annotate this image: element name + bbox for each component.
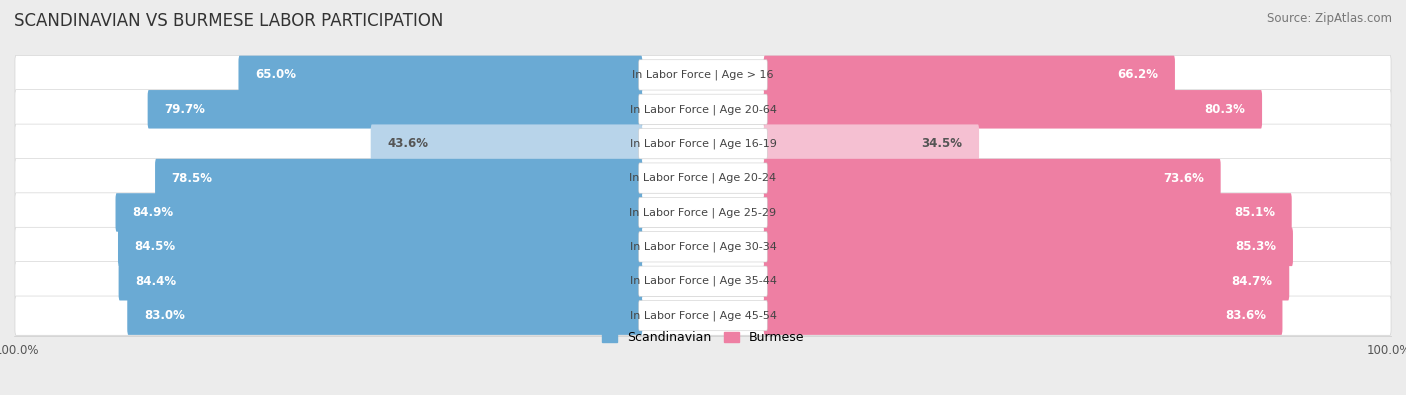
Text: 85.3%: 85.3% xyxy=(1236,240,1277,253)
FancyBboxPatch shape xyxy=(239,56,643,94)
Text: In Labor Force | Age 20-24: In Labor Force | Age 20-24 xyxy=(630,173,776,183)
Text: 34.5%: 34.5% xyxy=(921,137,963,150)
Text: In Labor Force | Age 30-34: In Labor Force | Age 30-34 xyxy=(630,242,776,252)
Text: In Labor Force | Age 16-19: In Labor Force | Age 16-19 xyxy=(630,138,776,149)
FancyBboxPatch shape xyxy=(15,124,1391,163)
FancyBboxPatch shape xyxy=(763,193,1292,232)
FancyBboxPatch shape xyxy=(371,124,643,163)
Legend: Scandinavian, Burmese: Scandinavian, Burmese xyxy=(598,327,808,348)
Text: 85.1%: 85.1% xyxy=(1234,206,1275,219)
FancyBboxPatch shape xyxy=(763,296,1282,335)
Text: 84.7%: 84.7% xyxy=(1232,275,1272,288)
FancyBboxPatch shape xyxy=(638,301,768,331)
FancyBboxPatch shape xyxy=(148,90,643,128)
FancyBboxPatch shape xyxy=(763,124,979,163)
Text: In Labor Force | Age 25-29: In Labor Force | Age 25-29 xyxy=(630,207,776,218)
Text: In Labor Force | Age 20-64: In Labor Force | Age 20-64 xyxy=(630,104,776,115)
FancyBboxPatch shape xyxy=(118,262,643,301)
Text: 84.4%: 84.4% xyxy=(135,275,176,288)
Text: 43.6%: 43.6% xyxy=(387,137,429,150)
FancyBboxPatch shape xyxy=(763,228,1294,266)
FancyBboxPatch shape xyxy=(638,232,768,262)
Text: 79.7%: 79.7% xyxy=(165,103,205,116)
FancyBboxPatch shape xyxy=(638,198,768,228)
FancyBboxPatch shape xyxy=(763,159,1220,198)
Text: 73.6%: 73.6% xyxy=(1163,171,1204,184)
Text: 66.2%: 66.2% xyxy=(1118,68,1159,81)
FancyBboxPatch shape xyxy=(638,163,768,193)
FancyBboxPatch shape xyxy=(118,228,643,266)
FancyBboxPatch shape xyxy=(155,159,643,198)
Text: Source: ZipAtlas.com: Source: ZipAtlas.com xyxy=(1267,12,1392,25)
FancyBboxPatch shape xyxy=(15,158,1391,198)
Text: In Labor Force | Age 35-44: In Labor Force | Age 35-44 xyxy=(630,276,776,286)
FancyBboxPatch shape xyxy=(638,266,768,296)
FancyBboxPatch shape xyxy=(15,90,1391,129)
FancyBboxPatch shape xyxy=(15,227,1391,267)
FancyBboxPatch shape xyxy=(128,296,643,335)
Text: 84.5%: 84.5% xyxy=(135,240,176,253)
FancyBboxPatch shape xyxy=(638,94,768,124)
FancyBboxPatch shape xyxy=(115,193,643,232)
Text: 84.9%: 84.9% xyxy=(132,206,173,219)
FancyBboxPatch shape xyxy=(15,193,1391,232)
FancyBboxPatch shape xyxy=(638,128,768,159)
FancyBboxPatch shape xyxy=(15,55,1391,94)
Text: 78.5%: 78.5% xyxy=(172,171,212,184)
Text: 83.6%: 83.6% xyxy=(1225,309,1265,322)
FancyBboxPatch shape xyxy=(763,262,1289,301)
FancyBboxPatch shape xyxy=(15,296,1391,335)
FancyBboxPatch shape xyxy=(763,90,1263,128)
Text: 83.0%: 83.0% xyxy=(143,309,184,322)
Text: SCANDINAVIAN VS BURMESE LABOR PARTICIPATION: SCANDINAVIAN VS BURMESE LABOR PARTICIPAT… xyxy=(14,12,443,30)
Text: 65.0%: 65.0% xyxy=(254,68,297,81)
FancyBboxPatch shape xyxy=(763,56,1175,94)
FancyBboxPatch shape xyxy=(15,261,1391,301)
Text: In Labor Force | Age > 16: In Labor Force | Age > 16 xyxy=(633,70,773,80)
Text: In Labor Force | Age 45-54: In Labor Force | Age 45-54 xyxy=(630,310,776,321)
Text: 80.3%: 80.3% xyxy=(1205,103,1246,116)
FancyBboxPatch shape xyxy=(638,60,768,90)
